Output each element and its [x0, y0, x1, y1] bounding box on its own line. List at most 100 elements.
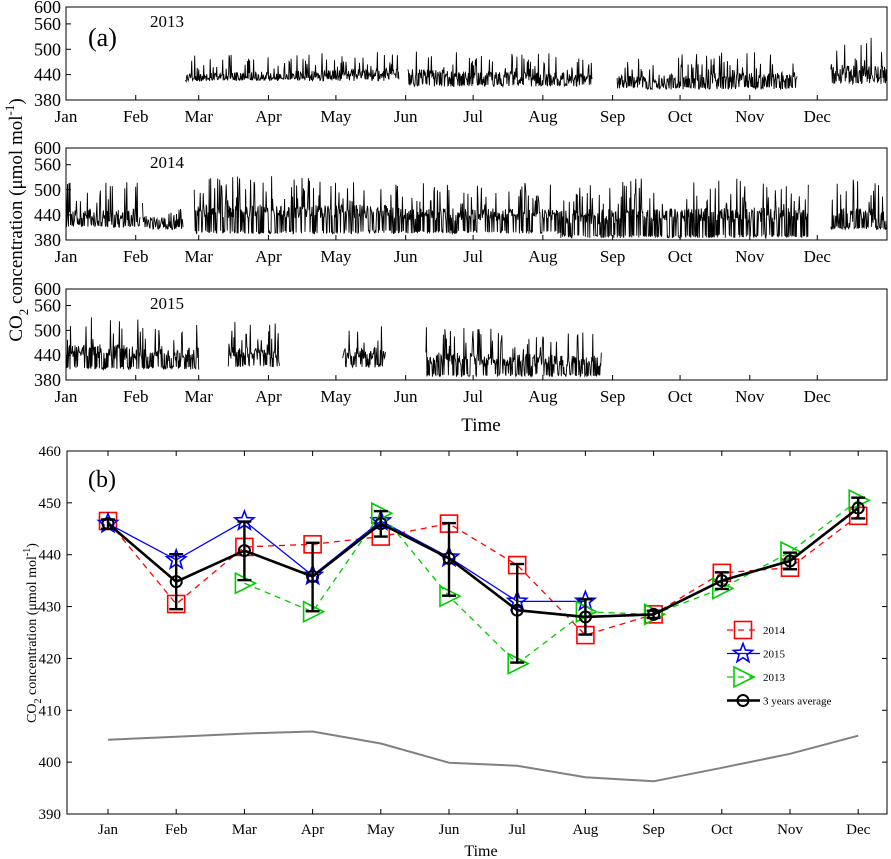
- co2-series-segment: [65, 317, 200, 371]
- month-tick-label: Nov: [777, 822, 803, 838]
- y-tick-label: 440: [34, 345, 61, 365]
- co2-series-segment: [830, 37, 888, 86]
- y-tick-label: 450: [39, 496, 62, 512]
- plot-frame: [65, 6, 888, 101]
- month-tick-label: May: [320, 107, 352, 126]
- month-tick-label: Oct: [668, 247, 693, 266]
- panel-b-ylabel: CO2 concentration (μmol mol-1): [22, 543, 44, 723]
- data-marker: [510, 603, 524, 617]
- month-tick-label: Aug: [572, 822, 598, 838]
- month-tick-label: Jul: [463, 107, 483, 126]
- plot-frame: [65, 288, 888, 381]
- month-tick-label: Sep: [600, 247, 626, 266]
- panel-a-ylabel: CO2 concentration (μmol mol-1): [2, 98, 31, 341]
- data-marker: [851, 501, 865, 515]
- data-marker: [715, 574, 729, 588]
- month-tick-label: Jul: [508, 822, 526, 838]
- month-tick-label: Feb: [123, 247, 149, 266]
- panel-a-xlabel: Time: [461, 415, 500, 436]
- y-tick-label: 440: [34, 205, 61, 225]
- legend-label: 2015: [763, 649, 786, 661]
- month-tick-label: Apr: [255, 107, 282, 126]
- data-marker: [647, 607, 661, 621]
- data-marker: [169, 575, 183, 589]
- series-3-years-average: [101, 496, 866, 664]
- month-tick-label: Jun: [394, 387, 418, 406]
- month-tick-label: Apr: [255, 387, 282, 406]
- month-tick-label: Apr: [301, 822, 324, 838]
- series-line: [107, 730, 859, 783]
- year-label: 2014: [150, 153, 185, 172]
- y-tick-label: 500: [34, 39, 61, 59]
- month-tick-label: Sep: [600, 387, 626, 406]
- series-line: [244, 499, 859, 665]
- month-tick-label: Jul: [463, 247, 483, 266]
- month-tick-label: Mar: [185, 247, 214, 266]
- series-line: [107, 520, 586, 603]
- month-tick-label: Dec: [804, 387, 832, 406]
- month-tick-label: Dec: [804, 107, 832, 126]
- data-marker: [783, 554, 797, 568]
- y-tick-label: 500: [34, 180, 61, 200]
- co2-series-segment: [185, 52, 400, 84]
- co2-series-segment: [342, 326, 386, 369]
- month-tick-label: Oct: [668, 387, 693, 406]
- legend-label: 3 years average: [763, 696, 832, 708]
- data-marker: [442, 551, 456, 565]
- series-reference: [107, 730, 859, 783]
- y-tick-label: 560: [34, 155, 61, 175]
- month-tick-label: Nov: [735, 387, 765, 406]
- data-marker: [237, 544, 251, 558]
- month-tick-label: Jan: [55, 387, 78, 406]
- y-tick-label: 380: [34, 90, 61, 110]
- co2-series-segment: [65, 182, 141, 228]
- y-tick-label: 500: [34, 320, 61, 340]
- series-line: [107, 506, 859, 619]
- month-tick-label: Feb: [123, 107, 149, 126]
- month-tick-label: Feb: [123, 387, 149, 406]
- month-tick-label: Sep: [642, 822, 665, 838]
- series-2013: [234, 488, 871, 675]
- legend-marker: [733, 665, 756, 689]
- year-label: 2015: [150, 294, 184, 313]
- month-tick-label: Oct: [668, 107, 693, 126]
- y-tick-label: 400: [39, 755, 62, 771]
- month-tick-label: May: [320, 387, 352, 406]
- y-tick-label: 460: [39, 444, 62, 460]
- legend-label: 2014: [763, 625, 786, 637]
- y-tick-label: 430: [39, 600, 62, 616]
- y-tick-label: 600: [34, 138, 61, 158]
- panel-b-monthly-averages: 390 400 410 420 430 440 450 460 Jan Feb Mar Apr May J…: [39, 444, 888, 838]
- month-tick-label: Apr: [255, 247, 282, 266]
- panel-label: (b): [88, 467, 116, 493]
- month-tick-label: Nov: [735, 107, 765, 126]
- co2-series-segment: [425, 327, 602, 379]
- month-tick-label: May: [367, 822, 395, 838]
- y-tick-label: 560: [34, 14, 61, 34]
- y-tick-label: 600: [34, 279, 61, 299]
- month-tick-label: Aug: [528, 387, 558, 406]
- co2-series-segment: [830, 179, 888, 231]
- y-tick-label: 440: [34, 65, 61, 85]
- y-tick-label: 420: [39, 651, 62, 667]
- co2-series-segment: [193, 176, 400, 235]
- y-tick-label: 380: [34, 230, 61, 250]
- co2-series-segment: [560, 178, 809, 240]
- month-tick-label: Jun: [439, 822, 460, 838]
- month-tick-label: Nov: [735, 247, 765, 266]
- month-tick-label: Aug: [528, 107, 558, 126]
- month-tick-label: Jan: [98, 822, 118, 838]
- legend-label: 2013: [763, 672, 786, 684]
- data-marker: [101, 517, 115, 531]
- month-tick-label: Dec: [804, 247, 832, 266]
- month-tick-label: Aug: [528, 247, 558, 266]
- y-tick-label: 390: [39, 807, 62, 823]
- month-tick-label: Sep: [600, 107, 626, 126]
- panel-b-xlabel: Time: [464, 843, 497, 859]
- co2-series-segment: [398, 182, 562, 236]
- month-tick-label: Feb: [165, 822, 188, 838]
